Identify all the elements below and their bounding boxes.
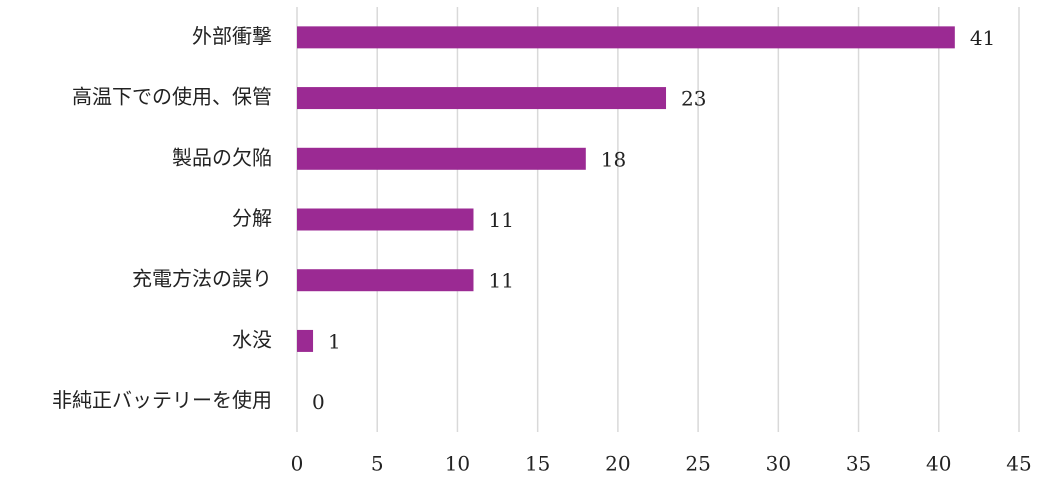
y-tick-label: 充電方法の誤り (132, 267, 272, 291)
bar (297, 26, 955, 49)
y-tick-label: 外部衝撃 (192, 24, 272, 48)
y-tick-label: 高温下での使用、保管 (72, 85, 272, 109)
bar (297, 269, 474, 292)
bar (297, 87, 667, 110)
x-tick-label: 35 (846, 452, 871, 476)
value-label: 23 (681, 87, 706, 111)
x-tick-label: 5 (371, 452, 384, 476)
value-label: 11 (488, 208, 513, 232)
x-tick-label: 40 (926, 452, 951, 476)
value-label: 18 (601, 147, 626, 171)
y-tick-label: 製品の欠陥 (172, 145, 272, 169)
value-label: 41 (970, 26, 995, 50)
bar (297, 208, 474, 231)
x-tick-label: 45 (1006, 452, 1031, 476)
x-tick-label: 15 (525, 452, 550, 476)
value-label: 11 (488, 269, 513, 293)
value-label: 1 (328, 329, 341, 353)
x-tick-label: 20 (605, 452, 630, 476)
x-tick-label: 10 (445, 452, 470, 476)
y-tick-label: 水没 (232, 327, 272, 351)
y-tick-label: 非純正バッテリーを使用 (52, 388, 272, 412)
x-tick-label: 30 (766, 452, 791, 476)
value-label: 0 (312, 390, 325, 414)
bar (297, 329, 314, 352)
x-tick-label: 0 (291, 452, 304, 476)
bar (297, 147, 586, 170)
x-tick-label: 25 (685, 452, 710, 476)
y-tick-label: 分解 (232, 206, 272, 230)
